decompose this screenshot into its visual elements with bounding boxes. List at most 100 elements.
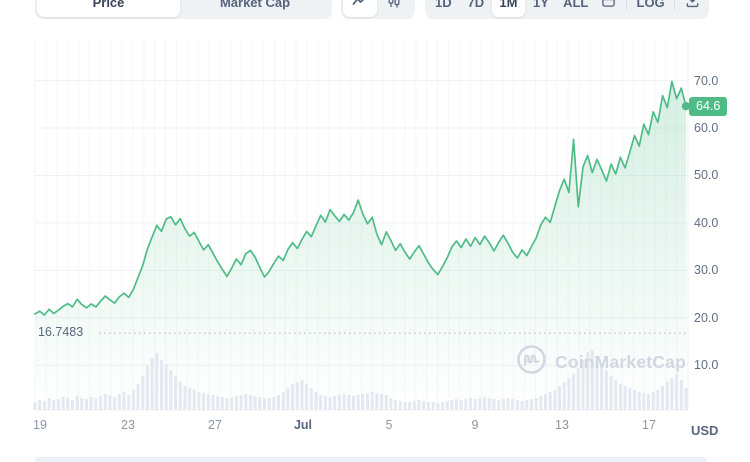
volume-bar bbox=[131, 390, 135, 410]
volume-bar bbox=[459, 400, 463, 410]
volume-bar bbox=[337, 395, 341, 410]
volume-bar bbox=[202, 393, 206, 410]
volume-bar bbox=[305, 384, 309, 410]
volume-bar bbox=[141, 376, 145, 410]
volume-bar bbox=[380, 394, 384, 410]
volume-bar bbox=[56, 399, 60, 410]
volume-bar bbox=[230, 397, 234, 410]
range-selector-group: 1D 7D 1M 1Y ALL LOG bbox=[425, 0, 709, 19]
volume-bar bbox=[314, 392, 318, 410]
volume-bar bbox=[558, 386, 561, 410]
volume-bar bbox=[600, 364, 604, 410]
volume-bar bbox=[61, 397, 65, 410]
tab-price[interactable]: Price bbox=[37, 0, 180, 17]
volume-bar bbox=[581, 360, 585, 410]
range-all-button[interactable]: ALL bbox=[563, 0, 589, 10]
volume-bar bbox=[155, 353, 159, 410]
volume-bar bbox=[277, 395, 280, 410]
candlestick-button[interactable] bbox=[377, 0, 411, 17]
x-axis-label: 17 bbox=[642, 418, 656, 432]
volume-bar bbox=[145, 366, 149, 410]
volume-bar bbox=[562, 382, 566, 410]
volume-bar bbox=[450, 400, 454, 410]
volume-bar bbox=[412, 401, 416, 410]
volume-bar bbox=[281, 392, 285, 410]
volume-bar bbox=[389, 398, 393, 410]
y-axis-label: 10.0 bbox=[694, 358, 719, 373]
volume-bar bbox=[309, 388, 313, 410]
x-axis-label: 5 bbox=[385, 418, 393, 432]
volume-bar bbox=[234, 396, 238, 410]
volume-bar bbox=[398, 401, 402, 410]
volume-bar bbox=[38, 400, 42, 410]
volume-bar bbox=[300, 380, 304, 410]
volume-bar bbox=[352, 396, 355, 410]
volume-bar bbox=[178, 382, 182, 410]
download-chart-button[interactable] bbox=[679, 0, 707, 17]
volume-bar bbox=[225, 398, 229, 410]
volume-bar bbox=[511, 399, 515, 410]
calendar-range-button[interactable] bbox=[594, 0, 622, 17]
volume-bar bbox=[651, 392, 655, 410]
volume-bar bbox=[614, 380, 618, 410]
volume-bar bbox=[679, 380, 683, 410]
y-axis-label: 60.0 bbox=[694, 121, 719, 135]
volume-bar bbox=[66, 398, 70, 410]
volume-bar bbox=[216, 396, 220, 410]
volume-bar bbox=[417, 400, 421, 410]
volume-bar bbox=[642, 393, 646, 410]
volume-bar bbox=[403, 402, 407, 410]
volume-bar bbox=[89, 397, 93, 410]
range-1m-button[interactable]: 1M bbox=[492, 0, 525, 17]
volume-bar bbox=[295, 382, 299, 410]
volume-bar bbox=[408, 402, 412, 410]
x-axis-label: 9 bbox=[471, 418, 479, 432]
volume-bar bbox=[441, 402, 444, 410]
volume-bar bbox=[220, 397, 224, 410]
x-axis-label: Jul bbox=[293, 418, 313, 432]
volume-bar bbox=[604, 370, 608, 410]
volume-bar bbox=[576, 368, 580, 410]
volume-bar bbox=[192, 390, 196, 410]
volume-bar bbox=[445, 401, 449, 410]
volume-bar bbox=[529, 399, 533, 410]
log-scale-button[interactable]: LOG bbox=[636, 0, 665, 10]
tab-market-cap[interactable]: Market Cap bbox=[219, 0, 291, 10]
x-axis-label: 19 bbox=[33, 418, 47, 432]
range-1d-button[interactable]: 1D bbox=[434, 0, 452, 10]
volume-bar bbox=[267, 398, 271, 410]
volume-bar bbox=[160, 360, 163, 410]
volume-bar bbox=[42, 401, 46, 410]
volume-bar bbox=[52, 400, 56, 410]
volume-bar bbox=[483, 397, 487, 410]
price-area-fill bbox=[35, 81, 686, 410]
volume-bar bbox=[239, 395, 243, 410]
volume-bar bbox=[384, 395, 388, 410]
volume-bar bbox=[544, 394, 547, 410]
toolbar-divider bbox=[673, 0, 675, 10]
volume-bar bbox=[647, 394, 650, 410]
x-axis-label: 27 bbox=[208, 418, 222, 432]
volume-bar bbox=[675, 374, 679, 410]
range-1y-button[interactable]: 1Y bbox=[533, 0, 549, 10]
volume-bar bbox=[670, 378, 674, 410]
line-chart-button[interactable] bbox=[343, 0, 377, 17]
volume-bar bbox=[136, 384, 140, 410]
range-7d-button[interactable]: 7D bbox=[467, 0, 485, 10]
volume-bar bbox=[347, 395, 351, 410]
volume-bar bbox=[272, 397, 276, 410]
volume-bar bbox=[567, 378, 571, 410]
volume-bar bbox=[99, 396, 103, 410]
volume-bar bbox=[33, 402, 37, 410]
toolbar-divider bbox=[626, 0, 628, 10]
volume-bar bbox=[618, 384, 622, 410]
volume-bar bbox=[174, 376, 177, 410]
volume-bar bbox=[436, 403, 440, 410]
volume-bar bbox=[590, 350, 594, 410]
volume-bar bbox=[286, 388, 290, 410]
download-icon bbox=[685, 0, 700, 11]
volume-bar bbox=[487, 398, 491, 410]
volume-bar bbox=[366, 393, 369, 410]
